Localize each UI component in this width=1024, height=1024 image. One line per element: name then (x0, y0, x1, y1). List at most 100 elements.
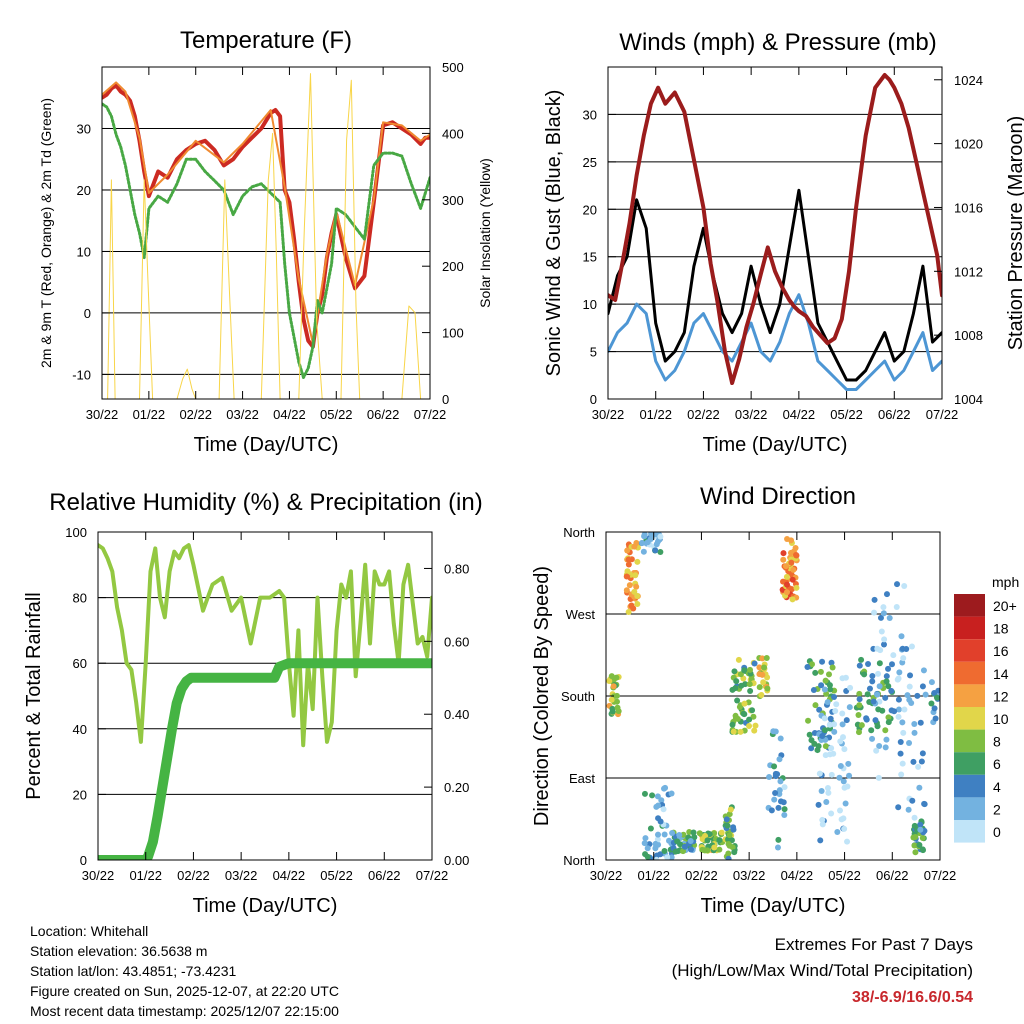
wind-direction-point (788, 537, 795, 544)
wind-direction-point (735, 656, 742, 663)
wind-direction-point (888, 687, 895, 694)
wind-direction-point (890, 652, 897, 659)
wind-direction-point (634, 558, 641, 565)
wind-direction-point (817, 668, 824, 675)
wind_direction-xtick-label: 03/22 (733, 868, 766, 883)
wind-direction-point (686, 829, 693, 836)
humidity-frame (97, 531, 433, 861)
wind-direction-point (711, 844, 718, 851)
wind-direction-point (897, 750, 904, 757)
wind-direction-point (828, 810, 835, 817)
wind-direction-point (756, 684, 763, 691)
wind-direction-point (901, 706, 908, 713)
wind-direction-point (904, 692, 911, 699)
wind-direction-point (843, 717, 850, 724)
wind-direction-point (718, 829, 725, 836)
wind-direction-point (815, 801, 822, 808)
wind-direction-point (875, 774, 882, 781)
wind-direction-point (759, 671, 766, 678)
wind-direction-point (917, 821, 924, 828)
winds-xtick-label: 03/22 (735, 407, 768, 422)
wind-direction-point (741, 667, 748, 674)
humidity-chart: Relative Humidity (%) & Precipitation (i… (23, 489, 483, 917)
wind-direction-point (841, 825, 848, 832)
temperature-y2tick-label: 300 (442, 193, 464, 208)
humidity-ylabel: Percent & Total Rainfall (23, 592, 45, 800)
wind-direction-point (737, 671, 744, 678)
colorbar-swatch (954, 616, 985, 640)
wind-direction-point (895, 804, 902, 811)
wind-direction-point (833, 701, 840, 708)
wind-direction-point (915, 763, 922, 770)
wind_direction-xtick-label: 30/22 (590, 868, 623, 883)
wind-direction-point (878, 628, 885, 635)
wind-direction-point (906, 696, 913, 703)
wind-direction-point (891, 708, 898, 715)
wind-direction-point (772, 789, 779, 796)
winds-frame (607, 66, 943, 400)
wind-direction-point (780, 799, 787, 806)
created-line: Figure created on Sun, 2025-12-07, at 22… (30, 983, 339, 999)
winds-xtick-label: 07/22 (926, 407, 959, 422)
temperature-y2tick-label: 500 (442, 60, 464, 75)
wind-direction-point (654, 831, 661, 838)
winds-series-sonic-wind (608, 293, 942, 391)
wind-direction-point (912, 849, 919, 856)
wind-direction-point (865, 661, 872, 668)
wind_direction-xtick-label: 01/22 (637, 868, 670, 883)
colorbar-label: 10 (993, 711, 1009, 727)
temperature-xtick-label: 06/22 (367, 407, 400, 422)
wind-direction-point (898, 633, 905, 640)
humidity-y2tick-label: 0.00 (444, 853, 469, 868)
wind-direction-point (608, 673, 615, 680)
wind-direction-point (657, 533, 664, 540)
winds-xtick-label: 04/22 (783, 407, 816, 422)
winds-ytick-label: 0 (590, 392, 597, 407)
wind-direction-point (726, 832, 733, 839)
wind-direction-point (625, 556, 632, 563)
wind-direction-point (716, 846, 723, 853)
winds-y2tick-label: 1004 (954, 392, 983, 407)
wind-direction-point (793, 552, 800, 559)
wind-direction-point (883, 678, 890, 685)
wind-direction-point (658, 797, 665, 804)
wind-direction-point (740, 710, 747, 717)
temperature-title: Temperature (F) (180, 27, 352, 54)
temperature-xtick-label: 30/22 (86, 407, 119, 422)
wind-direction-point (858, 722, 865, 729)
wind-direction-point (855, 712, 862, 719)
temperature-series-2m-td (102, 102, 430, 379)
wind-direction-point (872, 717, 879, 724)
wind-direction-point (856, 702, 863, 709)
colorbar-label: 20+ (993, 598, 1017, 614)
wind-direction-point (899, 760, 906, 767)
wind-direction-point (822, 752, 829, 759)
wind-direction-point (870, 698, 877, 705)
colorbar-label: 0 (993, 824, 1001, 840)
wind-direction-point (809, 661, 816, 668)
wind-direction-point (846, 772, 853, 779)
wind-direction-point (866, 685, 873, 692)
wind-direction-point (905, 806, 912, 813)
wind-direction-point (661, 785, 668, 792)
wind-direction-point (911, 814, 918, 821)
wind-direction-point (653, 541, 660, 548)
wind-direction-point (788, 559, 795, 566)
temperature-ytick-label: 0 (84, 306, 91, 321)
wind-direction-point (928, 679, 935, 686)
wind-direction-point (776, 756, 783, 763)
wind-direction-point (699, 846, 706, 853)
wind-direction-point (881, 636, 888, 643)
wind-direction-point (916, 841, 923, 848)
wind-direction-point (847, 684, 854, 691)
wind-direction-point (749, 707, 756, 714)
winds-y2tick-label: 1024 (954, 73, 983, 88)
wind-direction-point (668, 854, 675, 860)
wind-direction-point (781, 806, 788, 813)
winds-title: Winds (mph) & Pressure (mb) (619, 29, 936, 56)
humidity-xtick-label: 04/22 (273, 868, 306, 883)
wind-direction-point (819, 732, 826, 739)
wind-direction-point (724, 822, 731, 829)
wind-direction-point (894, 581, 901, 588)
wind-direction-point (606, 678, 613, 685)
